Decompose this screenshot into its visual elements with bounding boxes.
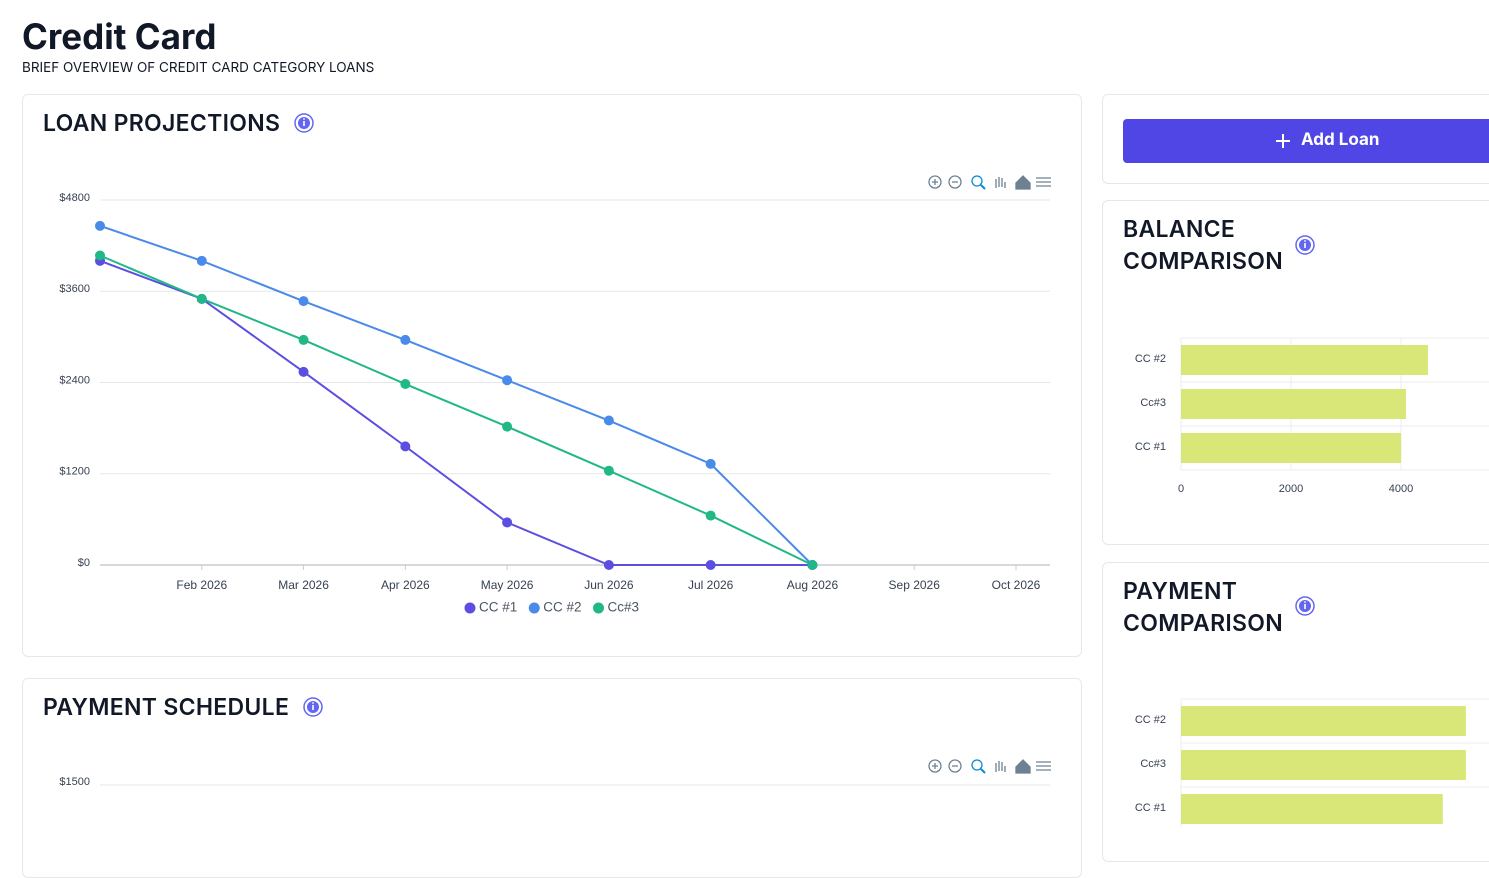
payment-schedule-panel: PAYMENT SCHEDULE (22, 678, 1082, 878)
add-loan-button[interactable]: Add Loan (1123, 119, 1489, 163)
payment-comparison-panel: PAYMENT COMPARISON (1102, 562, 1489, 862)
button-label: Add Loan (1301, 130, 1380, 150)
plus-icon (1276, 134, 1290, 148)
panel-title: PAYMENT SCHEDULE (43, 693, 290, 721)
panel-title: BALANCE COMPARISON (1123, 215, 1284, 275)
panel-title: PAYMENT COMPARISON (1123, 577, 1284, 637)
loan-projections-panel: LOAN PROJECTIONS (22, 94, 1082, 657)
balance-comparison-panel: BALANCE COMPARISON (1102, 200, 1489, 545)
page-title: Credit Card (22, 16, 217, 58)
panel-title: LOAN PROJECTIONS (43, 109, 281, 137)
page-subtitle: BRIEF OVERVIEW OF CREDIT CARD CATEGORY L… (22, 60, 375, 76)
page: {"header":{"title":"Credit Card","subtit… (22, 16, 1489, 878)
